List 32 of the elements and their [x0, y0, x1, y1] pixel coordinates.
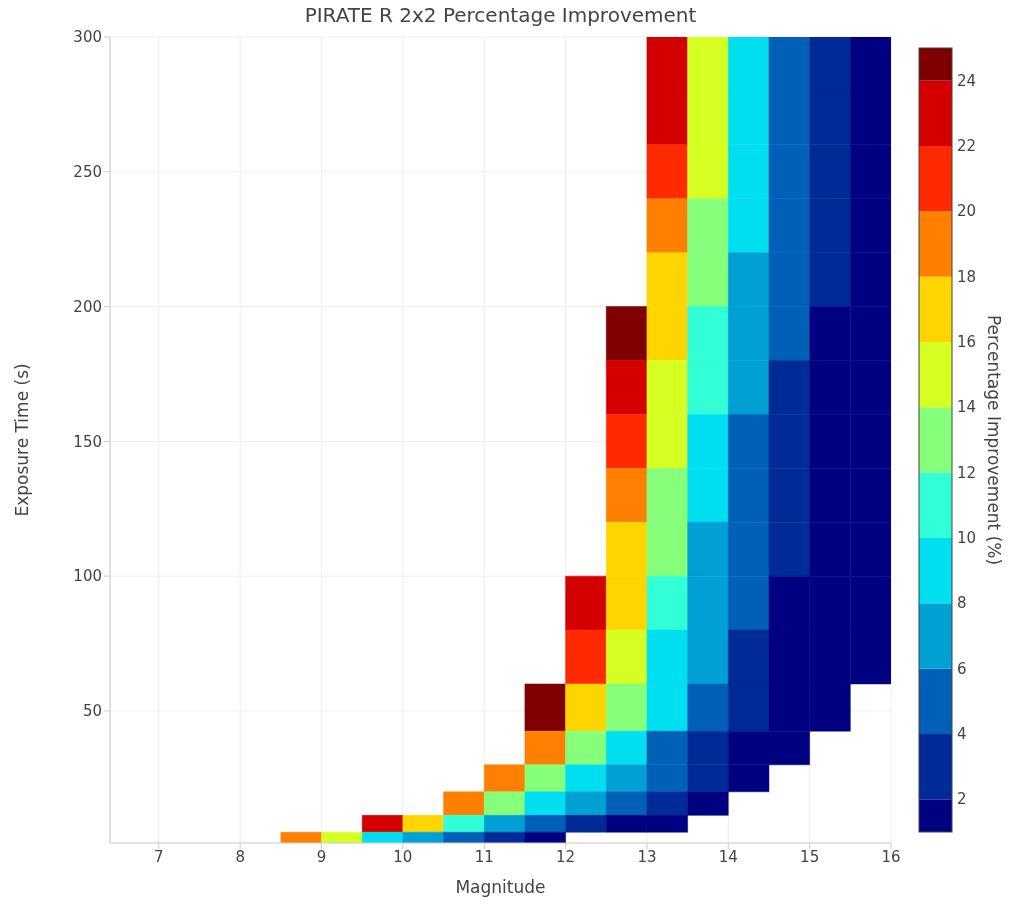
y-tick-label: 150 — [73, 432, 102, 451]
color-bar-title: Percentage Improvement (%) — [984, 314, 1004, 566]
x-tick-label: 10 — [393, 847, 413, 866]
y-tick-label: 300 — [73, 28, 102, 47]
x-tick-label: 11 — [474, 847, 494, 866]
color-bar-label: 16 — [957, 333, 977, 351]
x-tick-label: 8 — [235, 847, 245, 866]
color-bar-label: 22 — [957, 137, 977, 155]
color-bar-label: 20 — [957, 202, 977, 221]
x-tick-label: 14 — [718, 847, 738, 866]
x-tick-label: 16 — [881, 847, 901, 866]
color-bar-label: 10 — [957, 529, 977, 547]
color-bar-label: 12 — [957, 463, 977, 482]
color-bar-label: 4 — [957, 725, 967, 743]
x-tick-label: 7 — [154, 847, 164, 866]
y-tick-label: 200 — [73, 297, 102, 316]
color-bar-label: 14 — [957, 398, 977, 417]
y-axis-title: Exposure Time (s) — [12, 363, 33, 517]
x-axis-title: Magnitude — [455, 877, 546, 897]
color-bar-label: 8 — [957, 594, 967, 613]
chart-title: PIRATE R 2x2 Percentage Improvement — [303, 3, 698, 27]
color-bar-label: 24 — [957, 71, 977, 90]
y-tick-label: 250 — [73, 163, 102, 182]
x-tick-label: 15 — [800, 847, 820, 866]
color-bar-label: 18 — [957, 267, 977, 286]
x-tick-label: 12 — [556, 847, 576, 866]
x-tick-label: 13 — [637, 847, 657, 866]
y-tick-label: 50 — [82, 702, 102, 721]
color-bar-label: 2 — [957, 790, 967, 809]
y-tick-label: 100 — [73, 567, 102, 586]
color-bar-label: 6 — [957, 659, 967, 678]
x-tick-label: 9 — [316, 847, 327, 866]
